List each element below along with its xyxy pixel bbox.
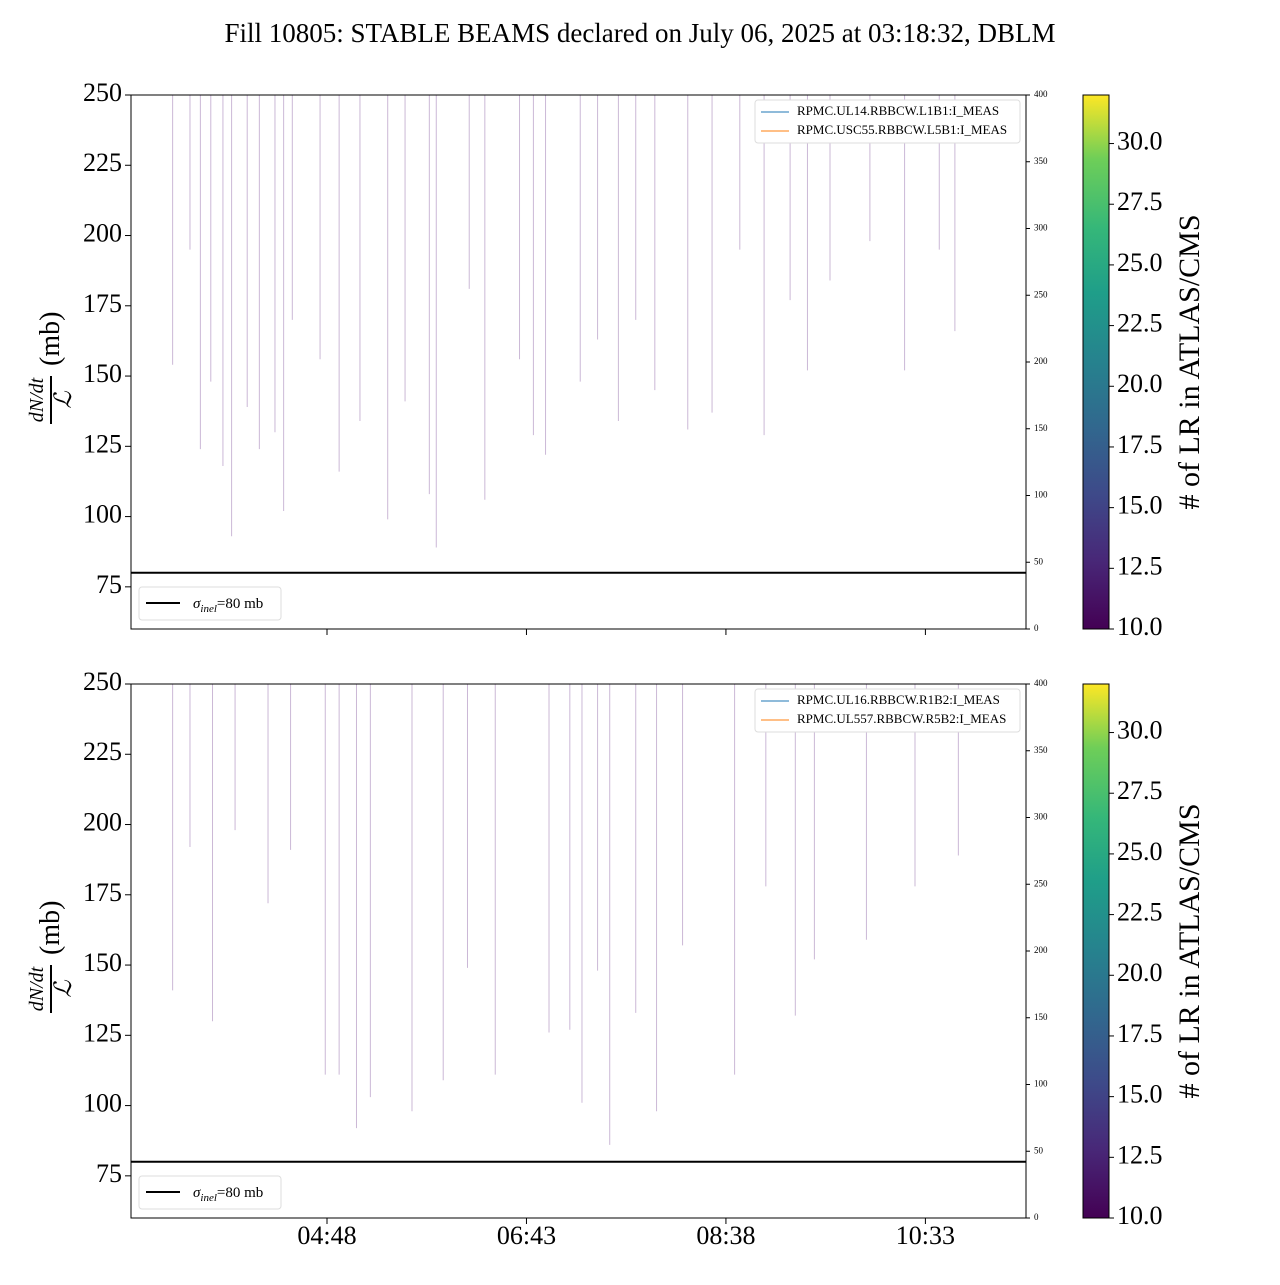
- y-axis-label: dN/dt ℒ (mb): [26, 312, 77, 424]
- y2-tick-label: 200: [1034, 356, 1048, 366]
- legend-box: [138, 586, 282, 621]
- axes-frame: [130, 683, 1027, 1219]
- y2-tick-label: 350: [1034, 745, 1048, 755]
- y-tick-label: 225: [83, 737, 122, 766]
- y-tick-label: 125: [83, 429, 122, 458]
- colorbar-tick-label: 12.5: [1117, 551, 1163, 580]
- legend-label: RPMC.UL557.RBBCW.R5B2:I_MEAS: [797, 711, 1006, 726]
- y2-tick-label: 100: [1034, 490, 1048, 500]
- y-tick-label: 225: [83, 148, 122, 177]
- y-tick-label: 125: [83, 1018, 122, 1047]
- colorbar-tick-label: 12.5: [1117, 1140, 1163, 1169]
- y2-tick-label: 150: [1034, 423, 1048, 433]
- colorbar: [1082, 94, 1110, 630]
- colorbar-tick-label: 30.0: [1117, 716, 1163, 745]
- colorbar-tick-label: 10.0: [1117, 612, 1163, 641]
- colorbar-tick-label: 20.0: [1117, 958, 1163, 987]
- plot-area: [131, 95, 1026, 629]
- y2-tick-label: 50: [1034, 1145, 1044, 1155]
- y2-tick-label: 300: [1034, 223, 1048, 233]
- y2-tick-label: 100: [1034, 1079, 1048, 1089]
- legend-box: [754, 688, 1021, 733]
- plot-area: [131, 684, 1026, 1218]
- colorbar-tick-label: 20.0: [1117, 369, 1163, 398]
- y2-tick-label: 250: [1034, 878, 1048, 888]
- y-label-numerator: dN/dt: [26, 377, 48, 422]
- x-tick-label: 10:33: [896, 1221, 955, 1250]
- y-tick-label: 200: [83, 218, 122, 247]
- legend-label: σinel=80 mb: [193, 1185, 263, 1204]
- colorbar-tick-label: 27.5: [1117, 187, 1163, 216]
- legend-label-subscript: inel: [200, 1192, 217, 1204]
- y2-tick-label: 200: [1034, 945, 1048, 955]
- y2-tick-label: 400: [1034, 678, 1048, 688]
- colorbar-tick-label: 25.0: [1117, 837, 1163, 866]
- y-tick-label: 175: [83, 289, 122, 318]
- colorbar-tick-label: 15.0: [1117, 491, 1163, 520]
- legend-box: [138, 1175, 282, 1210]
- y-tick-label: 100: [83, 500, 122, 529]
- legend-label-symbol: σ: [193, 1185, 201, 1201]
- y-tick-label: 175: [83, 878, 122, 907]
- colorbar-tick-label: 15.0: [1117, 1080, 1163, 1109]
- y-tick-label: 150: [83, 948, 122, 977]
- legend-label: RPMC.USC55.RBBCW.L5B1:I_MEAS: [797, 122, 1007, 137]
- y2-tick-label: 400: [1034, 89, 1048, 99]
- y-label-numerator: dN/dt: [26, 966, 48, 1011]
- y2-tick-label: 50: [1034, 556, 1044, 566]
- legend-label-text: =80 mb: [217, 596, 263, 612]
- axes-frame: [130, 94, 1027, 630]
- y2-tick-label: 250: [1034, 289, 1048, 299]
- y2-tick-label: 150: [1034, 1012, 1048, 1022]
- legend-label-text: =80 mb: [217, 1185, 263, 1201]
- legend-label-subscript: inel: [200, 603, 217, 615]
- colorbar-label: # of LR in ATLAS/CMS: [1173, 803, 1206, 1098]
- y-label-denominator: ℒ: [51, 980, 77, 998]
- colorbar-tick-label: 22.5: [1117, 898, 1163, 927]
- chart-title: Fill 10805: STABLE BEAMS declared on Jul…: [224, 18, 1055, 48]
- colorbar-tick-label: 27.5: [1117, 776, 1163, 805]
- colorbar: [1082, 683, 1110, 1219]
- y-tick-label: 250: [83, 78, 122, 107]
- colorbar-tick-label: 22.5: [1117, 309, 1163, 338]
- y2-tick-label: 300: [1034, 812, 1048, 822]
- colorbar-tick-label: 10.0: [1117, 1201, 1163, 1230]
- panel: 75 100 125 150 175 200 225 250 0 50 100 150 200 250 30…: [26, 667, 1206, 1250]
- y-tick-label: 150: [83, 359, 122, 388]
- panel: 75 100 125 150 175 200 225 250 0 50 100 150 200 250 30…: [26, 78, 1206, 641]
- y-tick-label: 100: [83, 1089, 122, 1118]
- y2-tick-label: 0: [1034, 623, 1039, 633]
- colorbar-tick-label: 25.0: [1117, 248, 1163, 277]
- y-tick-label: 250: [83, 667, 122, 696]
- legend-label: RPMC.UL16.RBBCW.R1B2:I_MEAS: [797, 692, 1000, 707]
- y-tick-label: 75: [96, 570, 122, 599]
- y2-tick-label: 350: [1034, 156, 1048, 166]
- y-label-unit: (mb): [35, 901, 66, 955]
- legend-box: [754, 99, 1021, 144]
- y-label-unit: (mb): [35, 312, 66, 366]
- y-axis-label: dN/dt ℒ (mb): [26, 901, 77, 1013]
- colorbar-tick-label: 30.0: [1117, 127, 1163, 156]
- legend-label: RPMC.UL14.RBBCW.L1B1:I_MEAS: [797, 103, 999, 118]
- legend-label: σinel=80 mb: [193, 596, 263, 615]
- x-tick-label: 08:38: [696, 1221, 755, 1250]
- colorbar-tick-label: 17.5: [1117, 430, 1163, 459]
- y-label-denominator: ℒ: [51, 391, 77, 409]
- y-tick-label: 75: [96, 1159, 122, 1188]
- colorbar-tick-label: 17.5: [1117, 1019, 1163, 1048]
- y-tick-label: 200: [83, 807, 122, 836]
- legend-label-symbol: σ: [193, 596, 201, 612]
- y2-tick-label: 0: [1034, 1212, 1039, 1222]
- x-tick-label: 04:48: [297, 1221, 356, 1250]
- colorbar-label: # of LR in ATLAS/CMS: [1173, 214, 1206, 509]
- x-tick-label: 06:43: [497, 1221, 556, 1250]
